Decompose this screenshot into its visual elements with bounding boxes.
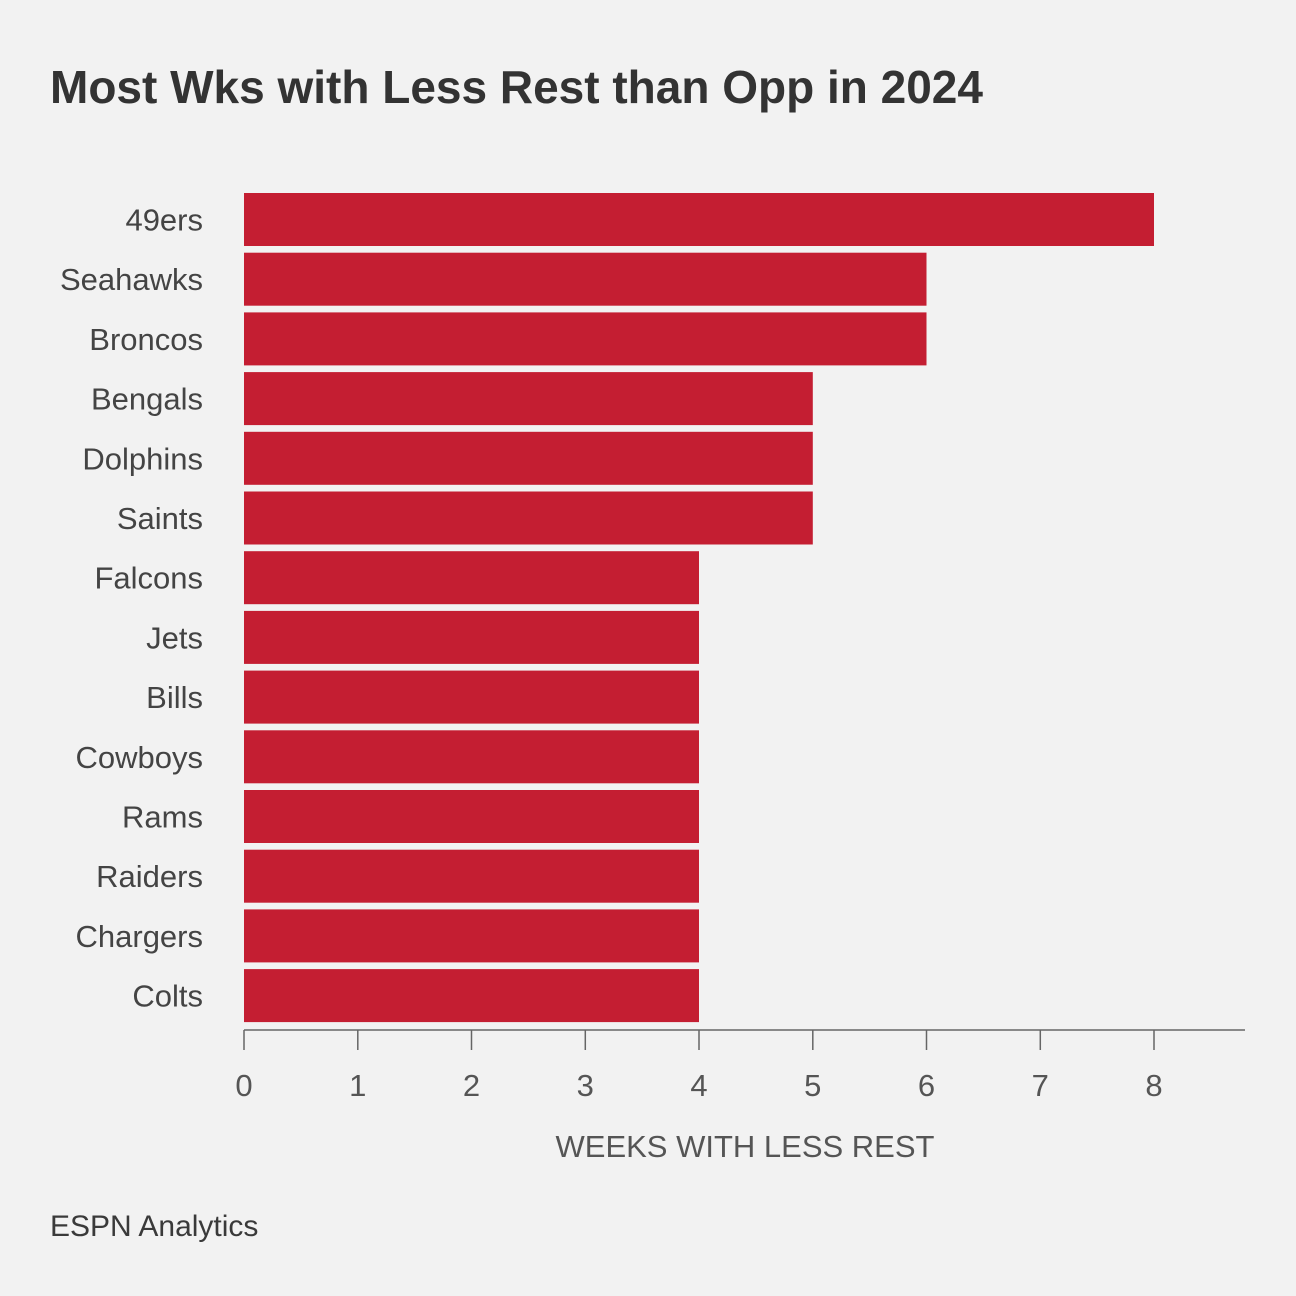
category-label-seahawks: Seahawks [60,262,203,297]
category-label-cowboys: Cowboys [76,740,204,775]
x-tick-label-1: 1 [349,1068,366,1103]
category-label-bills: Bills [146,680,203,715]
bar-49ers [244,193,1154,246]
x-axis-title: WEEKS WITH LESS REST [556,1129,935,1164]
category-label-saints: Saints [117,501,203,536]
category-label-falcons: Falcons [94,561,203,596]
x-axis: 0 1 2 3 4 5 6 7 8 [235,1029,1245,1103]
x-tick-label-3: 3 [577,1068,594,1103]
bar-chargers [244,909,699,963]
x-tick-label-0: 0 [235,1068,252,1103]
x-tick-label-2: 2 [463,1068,480,1103]
x-tick-label-5: 5 [804,1068,821,1103]
bar-bills [244,670,699,724]
category-label-bengals: Bengals [91,382,203,417]
x-tick-label-6: 6 [918,1068,935,1103]
bar-broncos [244,312,927,366]
source-note: ESPN Analytics [50,1210,259,1243]
bar-falcons [244,551,699,605]
category-label-chargers: Chargers [76,919,204,954]
bar-rams [244,790,699,843]
x-tick-label-8: 8 [1145,1068,1162,1103]
category-label-broncos: Broncos [89,322,203,357]
chart-title: Most Wks with Less Rest than Opp in 2024 [50,61,983,113]
bar-bengals [244,372,813,426]
category-label-raiders: Raiders [96,859,203,894]
category-label-jets: Jets [146,620,203,655]
bar-saints [244,491,813,545]
bar-seahawks [244,252,927,306]
bar-raiders [244,849,699,903]
category-label-colts: Colts [132,979,203,1014]
x-tick-label-4: 4 [690,1068,707,1103]
bar-jets [244,610,699,664]
category-label-rams: Rams [122,800,203,835]
bar-dolphins [244,431,813,485]
x-tick-label-7: 7 [1032,1068,1049,1103]
bar-colts [244,969,699,1023]
bars-group [244,193,1154,1023]
bar-cowboys [244,730,699,784]
category-label-dolphins: Dolphins [82,441,203,476]
category-labels: 49ers Seahawks Broncos Bengals Dolphins Saint… [60,203,203,1014]
category-label-49ers: 49ers [125,203,203,238]
